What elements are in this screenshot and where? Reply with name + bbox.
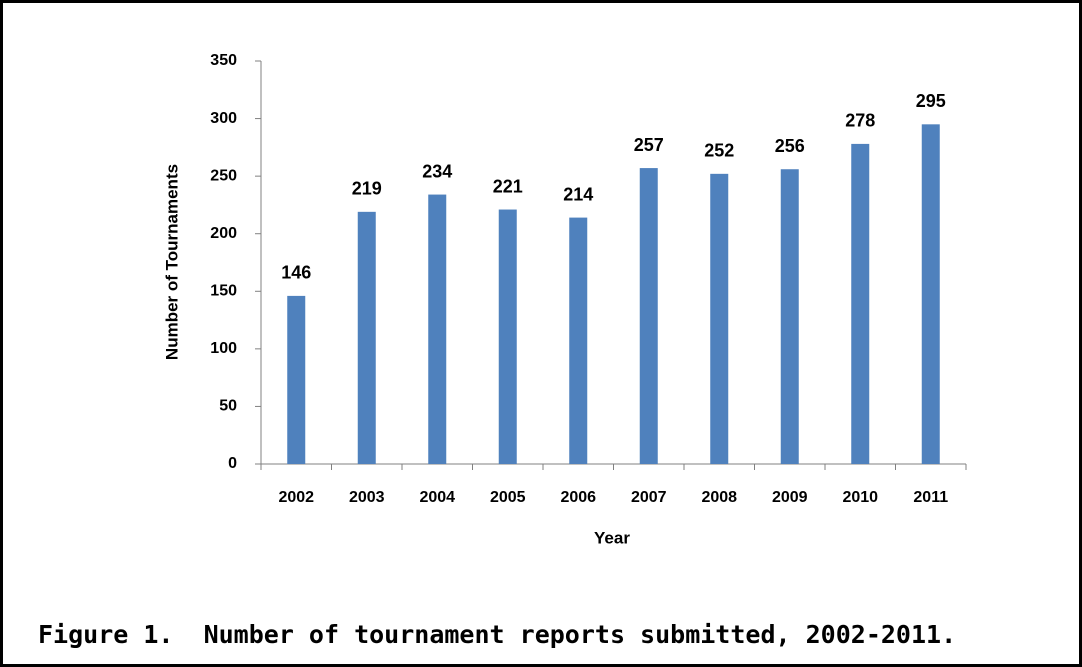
- bar: [639, 168, 658, 464]
- y-tick-label: 150: [210, 283, 237, 300]
- y-tick-label: 250: [210, 167, 237, 184]
- bar: [428, 194, 447, 464]
- value-label: 278: [845, 111, 875, 131]
- value-label: 221: [493, 176, 523, 196]
- y-tick-label: 300: [210, 110, 237, 127]
- value-label: 256: [775, 136, 805, 156]
- bar: [357, 211, 376, 464]
- y-tick-label: 100: [210, 340, 237, 357]
- x-tick-label: 2006: [560, 489, 596, 506]
- x-tick-label: 2002: [278, 489, 314, 506]
- value-label: 214: [563, 184, 593, 204]
- y-axis-title: Number of Tournaments: [162, 164, 181, 360]
- bar: [921, 124, 940, 464]
- x-tick-label: 2009: [772, 489, 808, 506]
- y-tick-label: 50: [219, 398, 237, 415]
- x-tick-label: 2008: [701, 489, 737, 506]
- value-label: 219: [352, 179, 382, 199]
- x-tick-label: 2011: [913, 489, 948, 506]
- value-label: 295: [916, 91, 946, 111]
- y-tick-label: 0: [228, 455, 237, 472]
- x-axis-title: Year: [594, 528, 630, 547]
- x-tick-label: 2003: [349, 489, 385, 506]
- bar: [780, 169, 799, 464]
- x-tick-label: 2004: [419, 489, 455, 506]
- x-tick-label: 2005: [490, 489, 526, 506]
- x-tick-label: 2010: [842, 489, 878, 506]
- value-label: 146: [281, 263, 311, 283]
- bar: [569, 217, 588, 464]
- bar: [851, 143, 870, 464]
- bar: [498, 209, 517, 464]
- bar: [710, 173, 729, 464]
- y-tick-label: 350: [210, 52, 237, 69]
- y-tick-label: 200: [210, 225, 237, 242]
- value-label: 257: [634, 135, 664, 155]
- value-label: 234: [422, 161, 452, 181]
- value-label: 252: [704, 141, 734, 161]
- bar: [287, 295, 306, 464]
- caption: Figure 1. Number of tournament reports s…: [38, 620, 956, 649]
- x-tick-label: 2007: [631, 489, 667, 506]
